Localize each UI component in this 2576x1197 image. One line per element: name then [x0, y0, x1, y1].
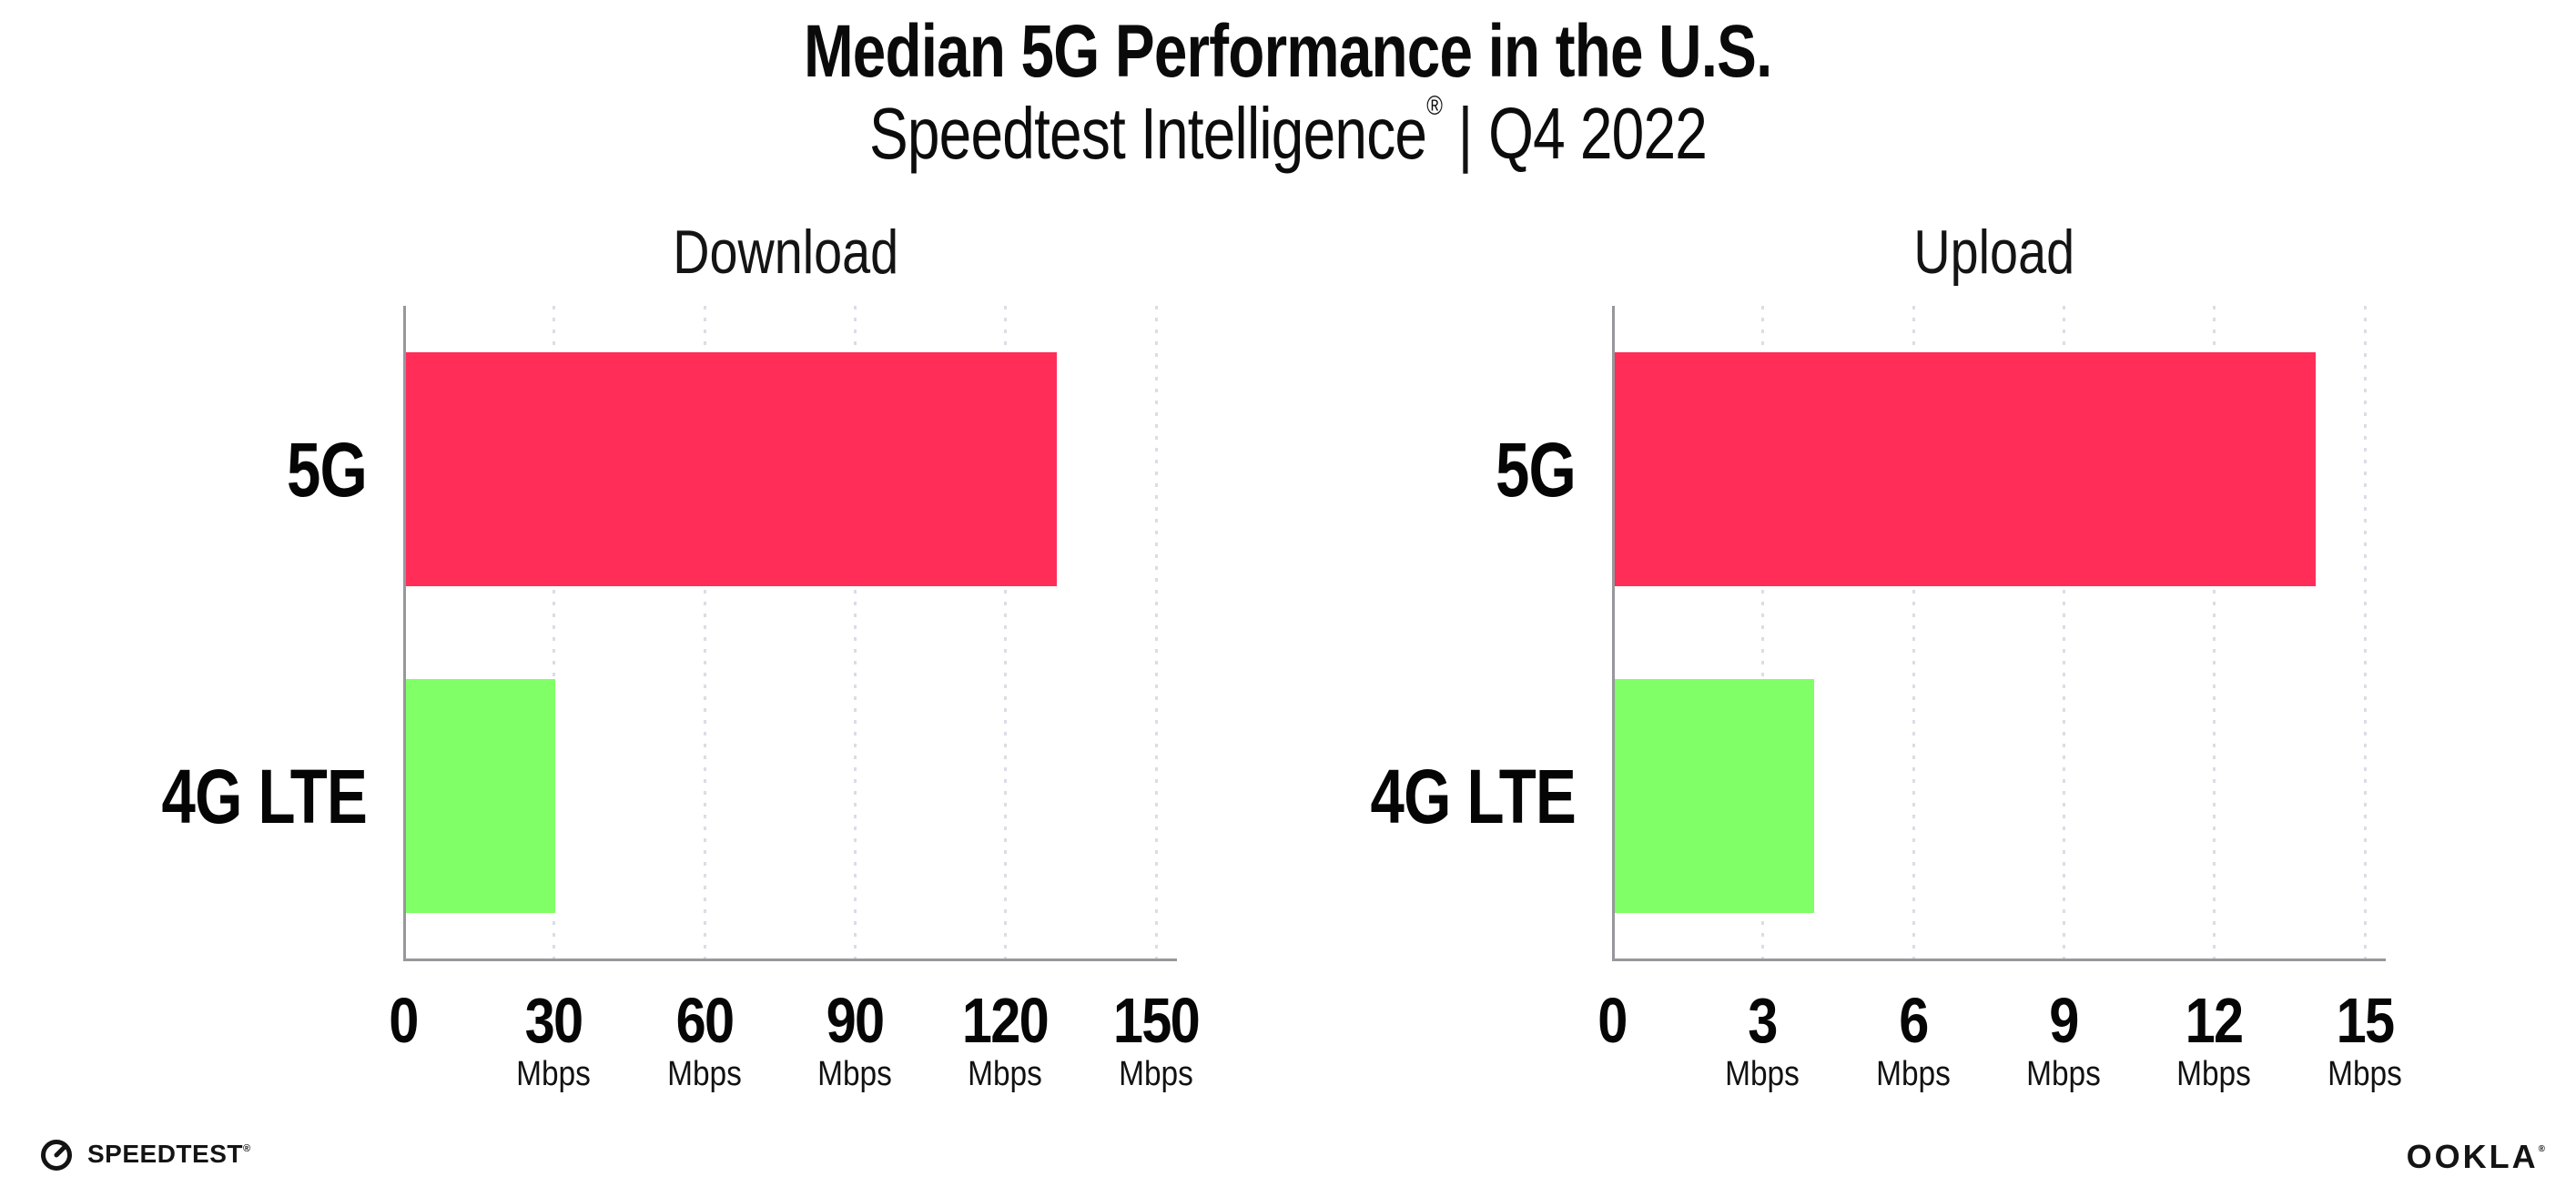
category-label-5g-upload: 5G — [1495, 426, 1577, 512]
tick-unit-download-60: Mbps — [666, 1055, 742, 1093]
tick-unit-download-150: Mbps — [1118, 1055, 1193, 1093]
category-label-4g-lte-download: 4G LTE — [161, 753, 368, 839]
category-label-5g-download: 5G — [286, 426, 368, 512]
tick-label-download-90: 90 — [826, 985, 884, 1056]
chart-title-download: Download — [403, 217, 1168, 293]
tick-unit-upload-15: Mbps — [2327, 1055, 2402, 1093]
registered-trademark-icon: ® — [1426, 91, 1443, 121]
tick-label-download-30: 30 — [524, 985, 583, 1056]
gridline-download-150 — [1154, 306, 1158, 965]
tick-unit-download-90: Mbps — [816, 1055, 892, 1093]
page-subtitle: Speedtest Intelligence® | Q4 2022 — [0, 91, 2576, 176]
tick-label-download-0: 0 — [389, 985, 419, 1056]
gridline-upload-3 — [1761, 306, 1765, 965]
gridline-upload-6 — [1912, 306, 1915, 965]
ookla-trademark-icon: ® — [2538, 1144, 2545, 1154]
tick-unit-download-30: Mbps — [516, 1055, 592, 1093]
bar-5g-download — [405, 352, 1058, 586]
bar-4g-lte-upload — [1614, 679, 1815, 913]
chart-title-download-text: Download — [672, 218, 898, 287]
bar-5g-upload — [1614, 352, 2317, 586]
tick-label-upload-15: 15 — [2336, 985, 2394, 1056]
gridline-download-60 — [703, 306, 706, 965]
tick-label-download-150: 150 — [1112, 985, 1200, 1056]
plot-upload — [1612, 306, 2386, 965]
tick-unit-upload-6: Mbps — [1875, 1055, 1951, 1093]
x-axis-upload — [1612, 959, 2386, 961]
speedtest-gauge-icon — [41, 1140, 72, 1171]
chart-title-upload-text: Upload — [1913, 218, 2075, 287]
page-title: Median 5G Performance in the U.S. — [0, 9, 2576, 95]
speedtest-trademark-icon: ® — [242, 1143, 251, 1154]
page-subtitle-text: Speedtest Intelligence® | Q4 2022 — [868, 91, 1708, 176]
tick-label-upload-3: 3 — [1748, 985, 1779, 1056]
tick-label-upload-9: 9 — [2049, 985, 2079, 1056]
subtitle-divider: | — [1457, 93, 1474, 174]
plot-download — [403, 306, 1177, 965]
gridline-upload-9 — [2062, 306, 2065, 965]
tick-label-download-120: 120 — [962, 985, 1050, 1056]
x-axis-download — [403, 959, 1177, 961]
tick-label-upload-12: 12 — [2185, 985, 2244, 1056]
subtitle-brand: Speedtest Intelligence — [868, 93, 1427, 174]
chart-title-upload: Upload — [1612, 217, 2377, 293]
y-axis-upload — [1612, 306, 1615, 961]
tick-unit-upload-12: Mbps — [2176, 1055, 2252, 1093]
speedtest-label: SPEEDTEST — [87, 1140, 243, 1168]
subtitle-period: Q4 2022 — [1488, 93, 1708, 174]
gridline-upload-12 — [2213, 306, 2216, 965]
speedtest-wordmark: SPEEDTEST® — [87, 1140, 250, 1169]
tick-label-upload-0: 0 — [1597, 985, 1628, 1056]
gridline-download-120 — [1004, 306, 1008, 965]
gridline-download-30 — [553, 306, 556, 965]
speedtest-logo: SPEEDTEST® — [38, 1134, 250, 1174]
tick-label-download-60: 60 — [675, 985, 734, 1056]
tick-label-upload-6: 6 — [1898, 985, 1929, 1056]
gridline-download-90 — [853, 306, 857, 965]
ookla-logo: OOKLA® — [2407, 1138, 2545, 1176]
tick-unit-upload-3: Mbps — [1725, 1055, 1800, 1093]
bar-4g-lte-download — [405, 679, 556, 913]
y-axis-download — [403, 306, 406, 961]
tick-unit-upload-9: Mbps — [2025, 1055, 2101, 1093]
page-title-text: Median 5G Performance in the U.S. — [804, 10, 1772, 93]
category-label-4g-lte-upload: 4G LTE — [1370, 753, 1577, 839]
gridline-upload-15 — [2363, 306, 2367, 965]
ookla-label: OOKLA — [2406, 1138, 2539, 1175]
tick-unit-download-120: Mbps — [968, 1055, 1043, 1093]
